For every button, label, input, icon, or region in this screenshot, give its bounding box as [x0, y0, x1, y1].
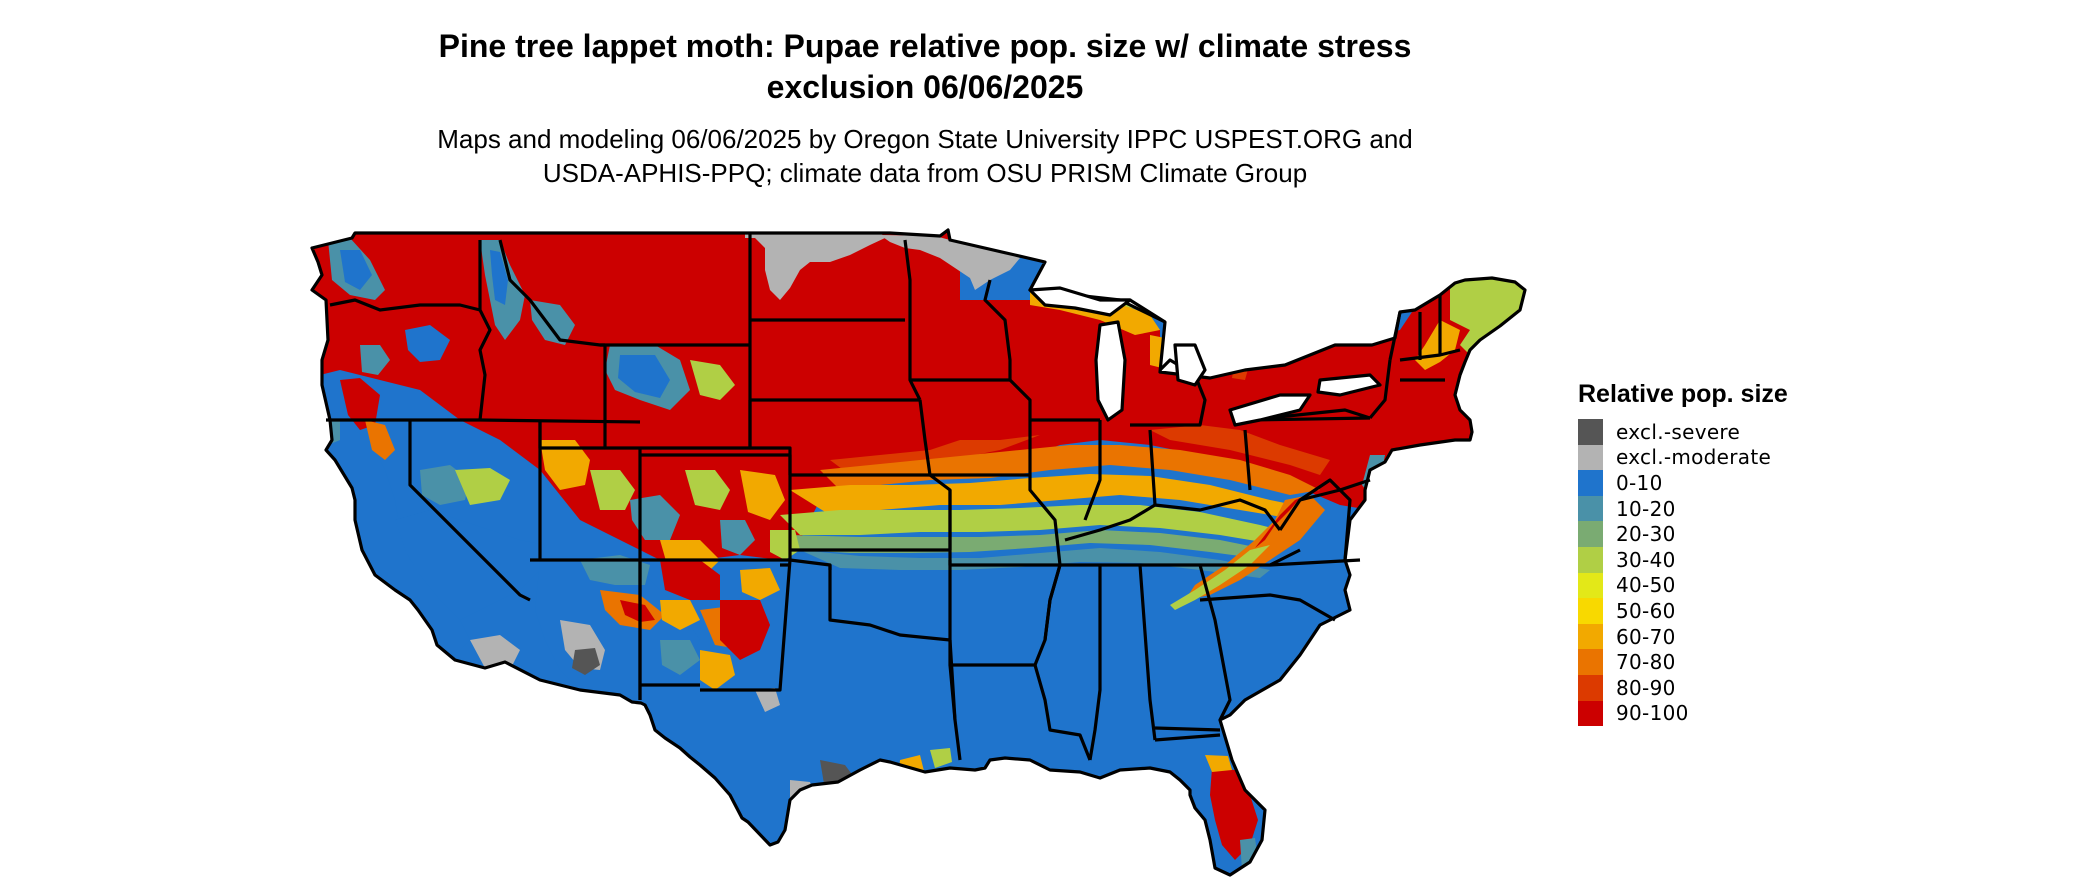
legend-swatch [1578, 444, 1603, 471]
subtitle-line-2: USDA-APHIS-PPQ; climate data from OSU PR… [542, 158, 1308, 188]
legend-swatch [1578, 546, 1603, 573]
map-subtitle: Maps and modeling 06/06/2025 by Oregon S… [0, 122, 1850, 190]
map-title: Pine tree lappet moth: Pupae relative po… [0, 26, 1850, 108]
legend-label: excl.-moderate [1616, 445, 1772, 470]
legend-entry: 90-100 [1578, 700, 1788, 727]
title-line-2: exclusion 06/06/2025 [766, 69, 1084, 105]
legend-swatch [1578, 598, 1603, 624]
legend-label: 70-80 [1616, 650, 1676, 675]
legend-label: 60-70 [1616, 624, 1676, 649]
legend-label: 90-100 [1616, 701, 1689, 726]
legend-entry: 70-80 [1578, 649, 1788, 675]
legend-entry: 50-60 [1578, 598, 1788, 624]
legend-entry: excl.-moderate [1578, 444, 1788, 471]
legend-entry: excl.-severe [1578, 419, 1788, 445]
legend-swatch [1578, 521, 1603, 547]
legend-label: 10-20 [1616, 496, 1676, 521]
state-borders [310, 228, 1527, 877]
legend-swatch [1578, 623, 1603, 650]
legend-swatch [1578, 700, 1603, 727]
legend-swatch [1578, 572, 1603, 599]
title-line-1: Pine tree lappet moth: Pupae relative po… [438, 28, 1412, 64]
legend-swatch [1578, 495, 1603, 522]
legend-title: Relative pop. size [1578, 380, 1788, 408]
subtitle-line-1: Maps and modeling 06/06/2025 by Oregon S… [437, 124, 1413, 154]
legend-entry: 40-50 [1578, 572, 1788, 599]
legend-label: 50-60 [1616, 598, 1676, 623]
legend-entry: 60-70 [1578, 623, 1788, 650]
great-lakes [1028, 286, 1382, 427]
legend-entry: 0-10 [1578, 470, 1788, 496]
legend-entry: 30-40 [1578, 546, 1788, 573]
legend-entry: 10-20 [1578, 495, 1788, 522]
legend-entries: excl.-severe excl.-moderate 0-10 10-20 20-30… [1578, 419, 1788, 727]
legend-entry: 20-30 [1578, 521, 1788, 547]
legend-swatch [1578, 674, 1603, 701]
legend-swatch [1578, 470, 1603, 496]
legend-label: 40-50 [1616, 573, 1676, 598]
legend-swatch [1578, 419, 1603, 445]
legend-label: 80-90 [1616, 675, 1676, 700]
legend: Relative pop. size excl.-severe excl.-mod… [1578, 380, 1788, 727]
legend-swatch [1578, 649, 1603, 675]
legend-label: 20-30 [1616, 522, 1676, 547]
legend-entry: 80-90 [1578, 674, 1788, 701]
legend-label: 30-40 [1616, 547, 1676, 572]
legend-label: 0-10 [1616, 470, 1663, 495]
legend-label: excl.-severe [1616, 419, 1741, 444]
